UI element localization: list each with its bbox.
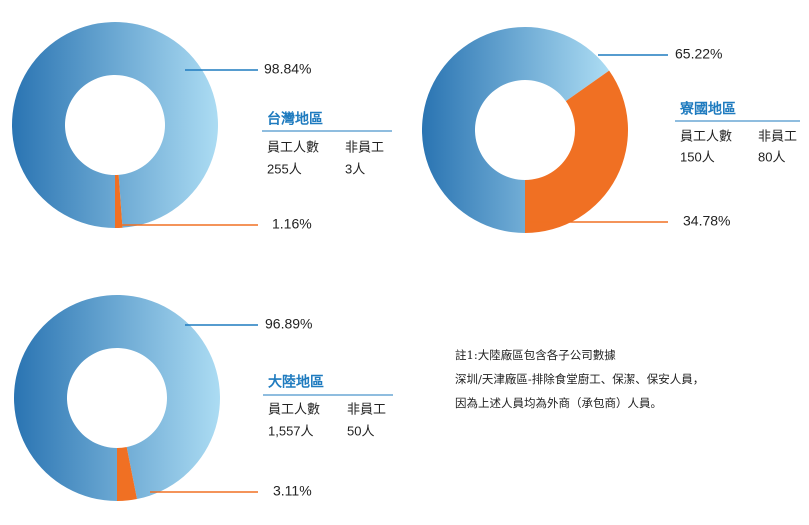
region-title: 寮國地區: [679, 101, 736, 117]
pie-slice: [422, 27, 610, 234]
count-label: 3人: [345, 161, 365, 176]
pie-slice: [117, 447, 137, 501]
count-label: 80人: [758, 149, 785, 164]
pie-slice: [14, 294, 221, 501]
note-line: 因為上述人員均為外商（承包商）人員。: [455, 396, 662, 410]
value-label: 34.78%: [683, 213, 730, 229]
value-label: 3.11%: [273, 483, 312, 499]
count-label: 1,557人: [268, 423, 314, 438]
value-label: 1.16%: [272, 216, 312, 232]
region-title: 台灣地區: [267, 111, 323, 127]
category-label: 員工人數: [267, 139, 319, 154]
category-label: 員工人數: [268, 401, 320, 416]
count-label: 50人: [347, 423, 374, 438]
count-label: 255人: [267, 161, 302, 176]
category-label: 非員工: [347, 401, 386, 416]
value-label: 96.89%: [265, 316, 312, 332]
count-label: 150人: [680, 149, 715, 164]
note-line: 註1:大陸廠區包含各子公司數據: [455, 348, 616, 362]
category-label: 員工人數: [680, 128, 732, 143]
value-label: 98.84%: [264, 61, 311, 77]
category-label: 非員工: [758, 128, 797, 143]
note-line: 深圳/天津廠區-排除食堂廚工、保潔、保安人員，: [455, 372, 704, 386]
pie-slice: [115, 174, 123, 228]
category-label: 非員工: [345, 139, 384, 154]
pie-slice: [11, 22, 218, 229]
pie-slice: [525, 70, 629, 233]
value-label: 65.22%: [675, 46, 722, 62]
region-title: 大陸地區: [268, 374, 324, 390]
